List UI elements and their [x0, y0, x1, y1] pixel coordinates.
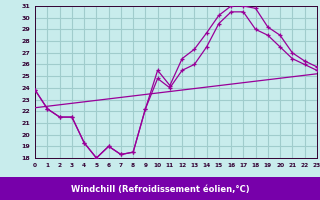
- Text: Windchill (Refroidissement éolien,°C): Windchill (Refroidissement éolien,°C): [71, 185, 249, 194]
